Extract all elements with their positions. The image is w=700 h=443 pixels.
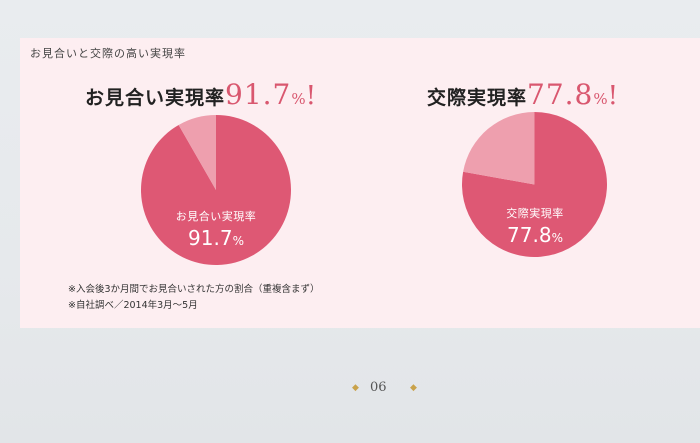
headline-dating: 交際実現率77.8%!: [427, 78, 618, 111]
headline-percent: 77.8: [527, 78, 594, 111]
pie-data-label-dating: 交際実現率 77.8%: [475, 205, 595, 247]
pie-slice-remainder: [463, 112, 535, 185]
footnote: ※自社調べ／2014年3月〜5月: [68, 300, 198, 311]
headline-exclaim: !: [607, 81, 619, 111]
pie-label-unit: %: [232, 234, 244, 248]
headline-matchmaking: お見合い実現率91.7%!: [85, 78, 316, 111]
pie-label-unit: %: [551, 231, 563, 245]
headline-label: 交際実現率: [427, 87, 528, 109]
pie-label-name: 交際実現率: [506, 207, 564, 220]
ornament-diamond-icon: ◆: [352, 383, 359, 393]
pie-data-label-matchmaking: お見合い実現率 91.7%: [156, 208, 276, 250]
headline-unit: %: [593, 90, 608, 108]
pie-slice-remainder: [178, 115, 216, 190]
pie-label-name: お見合い実現率: [175, 210, 257, 223]
footnotes: ※入会後3か月間でお見合いされた方の割合（重複含まず） ※自社調べ／2014年3…: [68, 282, 320, 314]
headline-percent: 91.7: [225, 78, 292, 111]
headline-label: お見合い実現率: [85, 87, 226, 109]
pie-label-value: 77.8: [507, 223, 552, 247]
section-title: お見合いと交際の高い実現率: [30, 47, 186, 60]
headline-exclaim: !: [305, 81, 317, 111]
pie-chart-dating: [462, 112, 607, 257]
page-number: 06: [370, 380, 387, 395]
footnote: ※入会後3か月間でお見合いされた方の割合（重複含まず）: [68, 284, 320, 295]
pie-label-value: 91.7: [188, 226, 233, 250]
pie-chart-matchmaking: [141, 115, 291, 265]
headline-unit: %: [291, 90, 306, 108]
ornament-diamond-icon: ◆: [410, 383, 417, 393]
